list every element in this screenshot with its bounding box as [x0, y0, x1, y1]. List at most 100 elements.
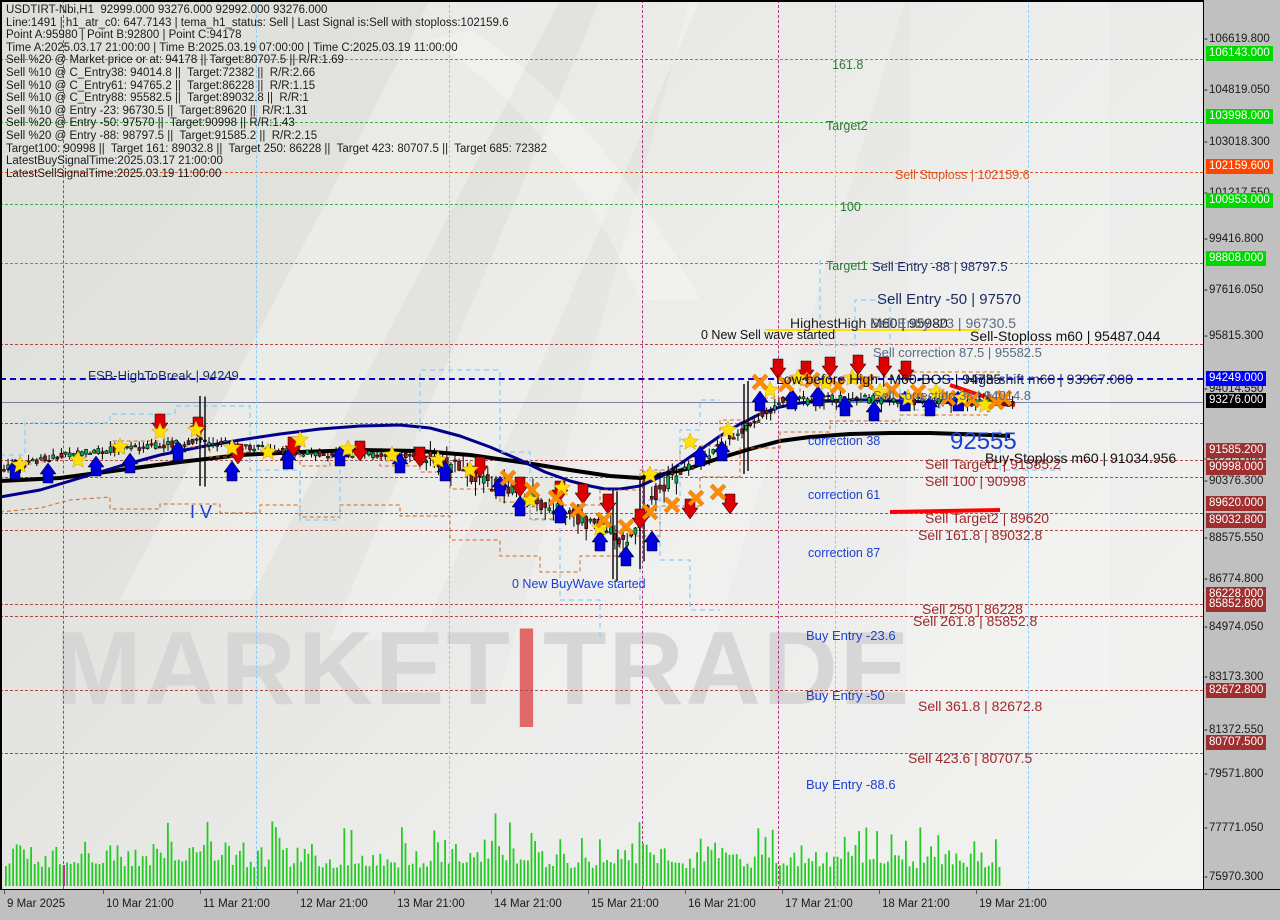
price-level-line — [0, 263, 1203, 264]
price-chip-fsb[interactable]: 94249.000 — [1206, 371, 1267, 386]
price-tick: -77771.050 — [1204, 822, 1264, 834]
price-level-line — [0, 513, 1203, 514]
chart-label: Sell Stoploss | 102159.6 — [895, 168, 1030, 182]
chart-label: Buy Entry -50 — [806, 688, 885, 703]
chart-label: Sell Entry -88 | 98797.5 — [872, 259, 1008, 274]
price-tick: -103018.300 — [1204, 136, 1270, 148]
time-tick-label: 14 Mar 21:00 — [494, 898, 562, 910]
time-tick-label: 9 Mar 2025 — [7, 898, 66, 910]
info-line: Sell %10 @ C_Entry61: 94765.2 || Target:… — [6, 79, 316, 92]
chart-label: Sell 161.8 | 89032.8 — [918, 527, 1043, 543]
price-chip-target[interactable]: 90998.000 — [1206, 460, 1267, 475]
price-level-line — [0, 172, 1203, 173]
price-chip-last[interactable]: 93276.000 — [1206, 393, 1267, 408]
price-chip-target[interactable]: 103998.000 — [1206, 109, 1273, 124]
info-line: Sell %10 @ C_Entry38: 94014.8 || Target:… — [6, 66, 316, 79]
price-level-line — [0, 59, 1203, 60]
chart-label: Sell correction 38 | 94014.8 — [873, 388, 1032, 403]
price-chip-target[interactable]: 100953.000 — [1206, 193, 1273, 208]
price-level-line — [0, 204, 1203, 205]
time-tick-label: 13 Mar 21:00 — [397, 898, 465, 910]
price-level-line — [0, 616, 1203, 617]
chart-label: Low before High | M60-BOS | 94735 — [776, 371, 1002, 387]
chart-label: 0 New Sell wave started — [701, 328, 836, 342]
time-tick-label: 11 Mar 21:00 — [203, 898, 270, 910]
info-line: Sell %10 @ C_Entry88: 95582.5 || Target:… — [6, 92, 309, 105]
chart-label: FSB-HighToBreak | 94249 — [88, 368, 239, 383]
price-tick: -75970.300 — [1204, 871, 1264, 883]
price-tick: -90376.300 — [1204, 475, 1264, 487]
price-level-line — [0, 477, 1203, 478]
price-tick: -99416.800 — [1204, 233, 1264, 245]
price-chip-target[interactable]: 89032.800 — [1206, 513, 1267, 528]
price-level-line — [0, 423, 1203, 424]
time-tick-mark — [491, 890, 492, 894]
price-tick: -97616.050 — [1204, 284, 1264, 296]
time-tick-mark — [782, 890, 783, 894]
chart-label: HighestHigh M60 | 95980 — [790, 315, 948, 331]
chart-label: I V — [190, 502, 213, 522]
chart-label: Sell 261.8 | 85852.8 — [913, 613, 1038, 629]
price-level-line — [0, 460, 1203, 461]
price-chip-target[interactable]: 91585.200 — [1206, 443, 1267, 458]
price-chip-target[interactable]: 98808.000 — [1206, 251, 1267, 266]
price-tick: -94014.550 — [1204, 383, 1264, 395]
chart-label: 92555 — [950, 428, 1017, 455]
time-separator-line — [63, 0, 64, 889]
price-chip-target[interactable]: 85852.800 — [1206, 597, 1267, 612]
signal-markers — [6, 354, 1013, 567]
time-separator-line — [256, 0, 257, 889]
chart-label: correction 61 — [808, 488, 881, 502]
info-line: Line:1491 | h1_atr_c0: 647.7143 | tema_h… — [6, 16, 509, 29]
chart-label: Target2 — [826, 119, 868, 133]
price-tick: -81372.550 — [1204, 724, 1264, 736]
price-chip-target[interactable]: 89620.000 — [1206, 496, 1267, 511]
price-level-line — [0, 122, 1203, 123]
info-line: Time A:2025.03.17 21:00:00 | Time B:2025… — [6, 41, 458, 54]
info-line: LatestSellSignalTime:2025.03.19 11:00:00 — [6, 167, 222, 180]
chart-label: Sell Target1 | 91585.2 — [925, 456, 1061, 472]
info-line: Sell %10 @ Entry -23: 96730.5 || Target:… — [6, 104, 308, 117]
chart-label: 0 New BuyWave started — [512, 577, 646, 591]
price-level-line — [0, 690, 1203, 691]
info-panel: USDTIRT-Nbi,H1 92999.000 93276.000 92992… — [6, 4, 547, 180]
time-separator-line — [642, 0, 643, 889]
chart-plot-area[interactable]: MARKET|TRADE — [0, 0, 1204, 890]
time-separator-line — [835, 0, 836, 889]
chart-label: 100 — [840, 200, 861, 214]
time-tick-mark — [879, 890, 880, 894]
price-tick: -104819.050 — [1204, 84, 1270, 96]
time-tick-mark — [976, 890, 977, 894]
price-tick: -88575.550 — [1204, 532, 1264, 544]
time-scale[interactable]: 9 Mar 2025 10 Mar 21:00 11 Mar 21:00 12 Mar… — [0, 890, 1280, 920]
chart-label: Sell-Stoploss m60 | 95487.044 — [970, 328, 1161, 344]
time-separator-line — [1028, 0, 1029, 889]
price-tick: -106619.800 — [1204, 33, 1270, 45]
price-level-line — [0, 604, 1203, 605]
chart-label: correction 87 — [808, 546, 881, 560]
time-tick-label: 10 Mar 21:00 — [106, 898, 174, 910]
price-tick: -84974.050 — [1204, 621, 1264, 633]
price-chip-stoploss[interactable]: 102159.600 — [1206, 159, 1273, 174]
time-tick-mark — [4, 890, 5, 894]
info-line: Point A:95980 | Point B:92800 | Point C:… — [6, 29, 242, 42]
price-chip-target[interactable]: 82672.800 — [1206, 683, 1267, 698]
chart-label: Sell 361.8 | 82672.8 — [918, 698, 1043, 714]
time-tick-label: 16 Mar 21:00 — [688, 898, 756, 910]
price-tick: -83173.300 — [1204, 671, 1264, 683]
chart-label: Sell 250 | 86228 — [922, 601, 1023, 617]
chart-label: 161.8 — [832, 58, 864, 72]
watermark: MARKET|TRADE — [55, 610, 1175, 730]
chart-label: Sell 100 | 90998 — [925, 473, 1026, 489]
chart-label: Buy-Stoploss m60 | 91034.956 — [985, 450, 1177, 466]
price-scale[interactable]: -106619.800-104819.050-103018.300-101217… — [1204, 0, 1280, 890]
time-tick-label: 19 Mar 21:00 — [979, 898, 1047, 910]
price-chip-target[interactable]: 80707.500 — [1206, 735, 1267, 750]
volume-histogram — [5, 813, 1001, 886]
chart-label: Buy Entry -88.6 — [806, 777, 896, 792]
price-level-line — [0, 402, 1203, 403]
time-tick-mark — [103, 890, 104, 894]
info-line: Sell %20 @ Market price or at: 94178 || … — [6, 54, 344, 67]
price-chip-target[interactable]: 106143.000 — [1206, 46, 1273, 61]
